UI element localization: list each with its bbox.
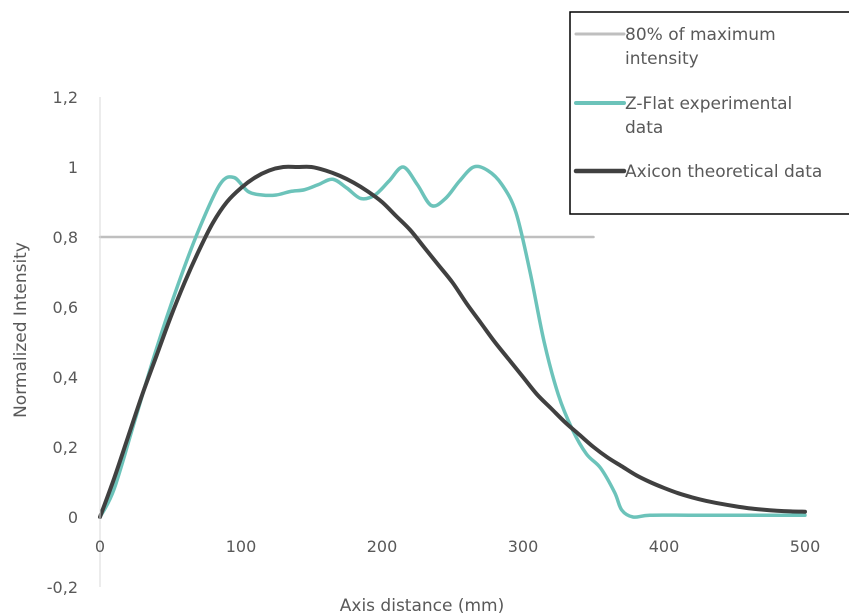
legend: 80% of maximum intensity Z-Flat experiment… bbox=[569, 11, 849, 215]
x-tick-label: 200 bbox=[367, 537, 398, 556]
x-axis-ticks: 0 100 200 300 400 500 bbox=[95, 537, 820, 556]
y-tick-label: 0,4 bbox=[53, 368, 78, 387]
legend-label: Axicon theoretical data bbox=[625, 162, 822, 182]
y-tick-label: 0,2 bbox=[53, 438, 78, 457]
legend-label: 80% of maximum intensity bbox=[625, 25, 776, 69]
series-line-experimental bbox=[98, 164, 807, 519]
legend-box bbox=[569, 11, 849, 215]
y-tick-label: -0,2 bbox=[47, 578, 78, 597]
y-tick-label: 0,8 bbox=[53, 228, 78, 247]
x-tick-label: 0 bbox=[95, 537, 105, 556]
plot-area bbox=[98, 164, 807, 519]
x-tick-label: 400 bbox=[649, 537, 680, 556]
x-tick-label: 100 bbox=[226, 537, 257, 556]
y-axis-ticks: -0,2 0 0,2 0,4 0,6 0,8 1 1,2 bbox=[47, 88, 78, 597]
y-tick-label: 1,2 bbox=[53, 88, 78, 107]
legend-label: Z-Flat experimental data bbox=[625, 94, 792, 138]
y-tick-label: 0,6 bbox=[53, 298, 78, 317]
series-line-theoretical bbox=[98, 164, 807, 519]
y-tick-label: 1 bbox=[68, 158, 78, 177]
x-tick-label: 500 bbox=[790, 537, 821, 556]
x-tick-label: 300 bbox=[508, 537, 539, 556]
x-axis-title: Axis distance (mm) bbox=[340, 596, 505, 614]
y-axis-title: Normalized Intensity bbox=[11, 242, 31, 418]
y-tick-label: 0 bbox=[68, 508, 78, 527]
